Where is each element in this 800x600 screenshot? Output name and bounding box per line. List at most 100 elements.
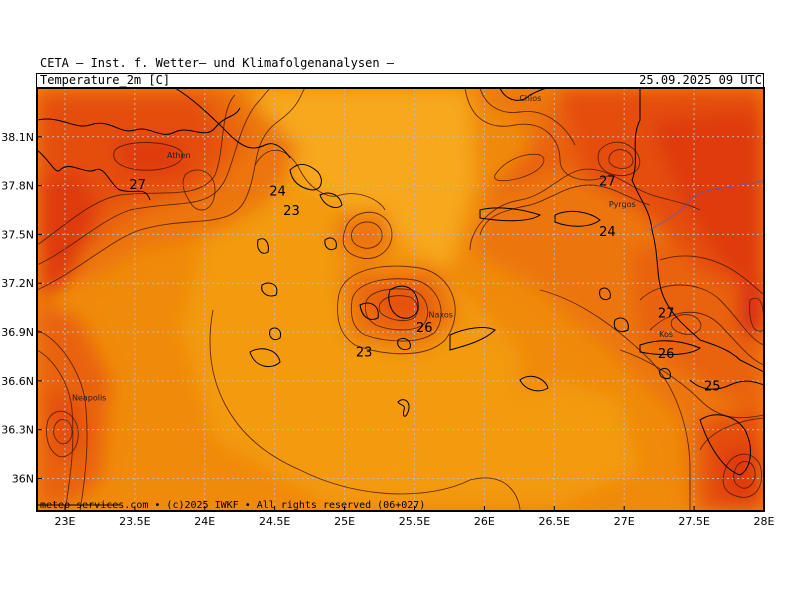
island-amorgos: [449, 327, 496, 351]
isotherm-west-c: [37, 94, 236, 246]
isotherm-value-label: 23: [356, 346, 373, 361]
island-ikaria: [479, 207, 542, 222]
y-tick-label: 38.1N: [1, 131, 34, 144]
island-nisyros: [659, 367, 671, 379]
isotherm-se-b: [722, 453, 762, 498]
island-sifnos: [269, 327, 282, 341]
x-tick-label: 28E: [754, 515, 775, 528]
isotherm-east-d: [464, 88, 611, 181]
island-kos: [639, 340, 701, 356]
island-kythnos: [257, 238, 269, 254]
warm-athens: [110, 140, 185, 175]
x-tick-label: 25.5E: [399, 515, 430, 528]
temperature-field: [37, 88, 764, 511]
place-labels: Athen Naxos Chios Pyrgos Kos Neapolis: [72, 94, 673, 402]
island-tinos: [319, 192, 343, 208]
cool-south: [420, 380, 640, 505]
isotherm-value-label: 25: [704, 380, 721, 395]
x-axis-ticks: 23E 23.5E 24E 24.5E 25E 25.5E 26E 26.5E 27E 27.5E…: [54, 506, 775, 528]
island-andros: [289, 163, 322, 191]
isotherm-east-k: [649, 311, 764, 366]
isotherm-edge-east: [749, 297, 764, 332]
y-tick-label: 36.3N: [1, 424, 34, 437]
warm-naxos-3: [380, 292, 425, 318]
y-tick-label: 37.2N: [1, 277, 34, 290]
isotherm-se-c: [733, 461, 756, 489]
variable-label: Temperature_2m [C]: [40, 73, 171, 87]
y-tick-label: 37.8N: [1, 180, 34, 193]
isotherm-east-l: [659, 255, 764, 296]
isotherm-value-label: 26: [416, 321, 433, 336]
isotherm-east-a: [469, 168, 701, 251]
isotherm-pelop-a: [37, 329, 88, 511]
coast-evia: [174, 88, 291, 159]
isotherm-east-i: [619, 349, 764, 419]
coast-attica: [37, 107, 241, 135]
isotherm-east-m: [670, 314, 702, 335]
isotherm-23-central: [209, 309, 521, 511]
isotherm-pelop-b: [37, 349, 74, 511]
coast-anatolia-south: [689, 379, 764, 390]
isotherm-labels: 27 24 23 26 23 27 24 27 26 25: [129, 175, 720, 395]
isotherm-pelop-d: [53, 419, 73, 445]
y-tick-label: 36.9N: [1, 326, 34, 339]
variable-bar: [36, 73, 764, 87]
warm-island-1: [335, 210, 395, 265]
isotherm-east-h: [539, 289, 691, 511]
isotherm-value-label: 23: [283, 204, 300, 219]
warm-southeast-2: [720, 445, 760, 500]
map-frame: [36, 87, 765, 512]
x-tick-label: 26.5E: [539, 515, 570, 528]
isotherm-se-a: [699, 417, 764, 451]
place-name: Kos: [659, 330, 673, 339]
isotherms: [37, 88, 764, 511]
isotherm-naxos-b: [350, 278, 442, 342]
isotherm-athens: [113, 142, 183, 171]
isotherm-value-label: 27: [599, 175, 616, 190]
isotherm-naxos-c: [365, 288, 429, 331]
y-tick-label: 37.5N: [1, 228, 34, 241]
isotherm-value-label: 26: [658, 347, 675, 362]
x-tick-label: 27.5E: [678, 515, 709, 528]
place-name: Athen: [167, 151, 191, 160]
y-tick-label: 36.6N: [1, 375, 34, 388]
isotherm-pelop-c: [46, 410, 79, 458]
isotherm-naxos-d: [378, 295, 418, 322]
map-title: CETA — Inst. f. Wetter— und Klimafolgena…: [40, 56, 395, 70]
isotherm-value-label: 27: [658, 307, 675, 322]
x-tick-label: 27E: [614, 515, 635, 528]
island-astypalaia: [519, 375, 549, 392]
isotherm-value-label: 24: [599, 225, 616, 240]
x-tick-label: 24E: [194, 515, 215, 528]
isotherm-24-north: [254, 149, 386, 211]
copyright-footer: meteo-services.com • (c)2025 IWKF • All …: [40, 500, 426, 511]
warm-east-6: [740, 280, 764, 340]
island-ios: [397, 337, 411, 351]
isotherm-east-c: [494, 153, 545, 182]
place-name: Pyrgos: [609, 200, 636, 209]
isotherm-east-e: [479, 88, 576, 146]
y-tick-label: 36N: [12, 472, 34, 485]
warm-east-5: [650, 110, 764, 300]
warm-west-4: [40, 170, 100, 300]
coast-anatolia: [631, 88, 764, 373]
x-tick-label: 24.5E: [259, 515, 290, 528]
island-kalymnos: [613, 317, 629, 333]
isotherm-east-b: [479, 184, 651, 236]
isotherm-value-label: 24: [269, 184, 286, 199]
island-naxos: [388, 285, 419, 319]
x-tick-label: 26E: [474, 515, 495, 528]
place-name: Neapolis: [72, 393, 106, 402]
border-line: [649, 179, 764, 231]
place-name: Naxos: [428, 310, 452, 319]
isotherm-island-b: [351, 221, 383, 249]
island-leros: [599, 287, 611, 301]
x-tick-label: 25E: [334, 515, 355, 528]
island-syros: [324, 237, 337, 251]
x-tick-label: 23E: [54, 515, 75, 528]
isotherm-east-f: [597, 141, 641, 177]
isotherm-naxos-a: [337, 265, 456, 355]
valid-time-label: 25.09.2025 09 UTC: [639, 73, 762, 87]
isotherm-evia: [182, 169, 216, 211]
